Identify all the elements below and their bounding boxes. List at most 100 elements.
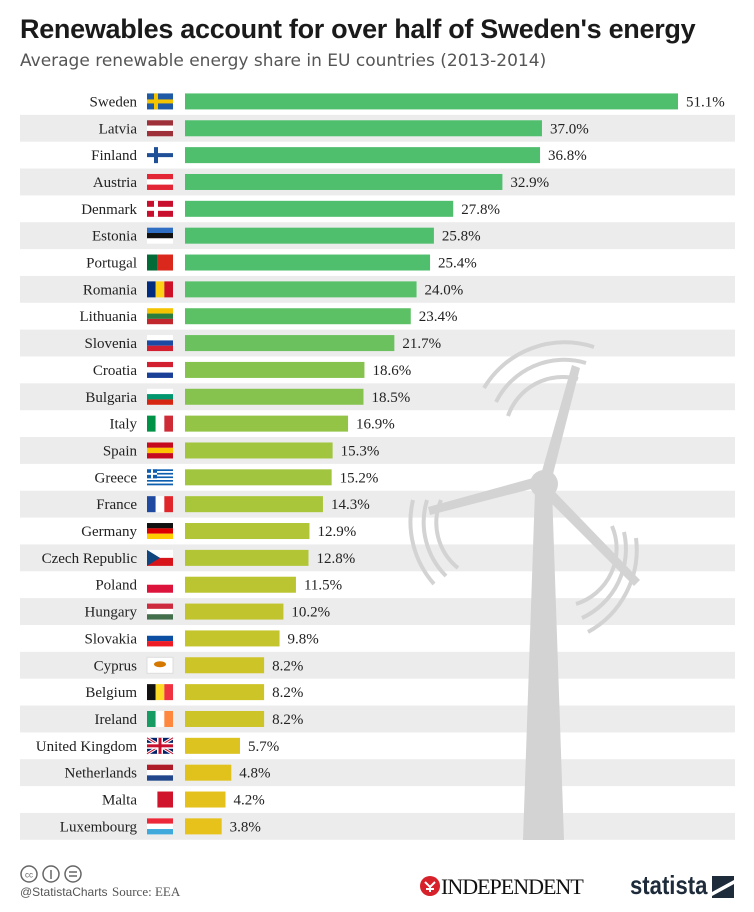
bar — [185, 603, 284, 620]
flag-ee-icon — [147, 227, 173, 244]
data-label: 8.2% — [272, 658, 303, 674]
bar — [185, 657, 265, 674]
flag-cz-icon — [147, 549, 173, 566]
bar — [185, 576, 296, 593]
flag-cy-icon — [146, 656, 174, 674]
bar — [185, 147, 541, 164]
row-stripe — [20, 490, 735, 518]
bar-row: Austria 32.9% — [93, 173, 549, 191]
category-label: Romania — [83, 282, 137, 298]
bar — [185, 415, 349, 432]
data-label: 12.9% — [317, 524, 356, 540]
independent-logo: INDEPENDENT — [441, 874, 584, 899]
bar-row: United Kingdom 5.7% — [36, 736, 279, 756]
bar — [185, 684, 265, 701]
data-label: 5.7% — [248, 739, 279, 755]
bar — [185, 173, 503, 190]
category-label: Ireland — [95, 712, 138, 728]
flag-hu-icon — [147, 603, 173, 620]
data-label: 12.8% — [316, 551, 355, 567]
bar-row: Denmark 27.8% — [81, 200, 500, 218]
bar-row: Italy 16.9% — [110, 415, 395, 433]
row-stripe — [20, 651, 735, 679]
bar — [185, 818, 222, 835]
bar-row: Portugal 25.4% — [86, 254, 477, 272]
chart-subtitle: Average renewable energy share in EU cou… — [20, 51, 547, 71]
bar — [185, 281, 417, 298]
row-stripe — [20, 437, 735, 464]
data-label: 37.0% — [550, 121, 589, 137]
bar-row: Latvia 37.0% — [99, 120, 589, 137]
bar-row: Spain 15.3% — [103, 442, 380, 459]
category-label: Austria — [93, 175, 138, 191]
bar-row: Finland 36.8% — [91, 147, 587, 164]
bar — [185, 737, 240, 754]
bar-row: Lithuania 23.4% — [80, 308, 458, 325]
category-label: Finland — [91, 148, 137, 164]
flag-ie-icon — [147, 710, 173, 727]
data-label: 10.2% — [291, 605, 330, 621]
bar-row: Slovakia 9.8% — [85, 630, 319, 647]
category-label: Slovakia — [85, 631, 138, 647]
data-label: 15.3% — [341, 443, 380, 459]
category-label: Denmark — [81, 202, 137, 218]
flag-pl-icon — [147, 576, 173, 593]
bar-row: Greece 15.2% — [95, 469, 378, 486]
source-note: Source: EEA — [112, 884, 181, 899]
flag-fr-icon — [147, 496, 173, 513]
data-label: 18.6% — [372, 363, 411, 379]
flag-es-icon — [147, 442, 173, 459]
row-stripe — [20, 759, 735, 787]
flag-gb-icon — [146, 736, 174, 756]
flag-hr-icon — [147, 361, 173, 378]
category-label: United Kingdom — [36, 739, 138, 755]
bar-row: Croatia 18.6% — [93, 361, 411, 379]
data-label: 14.3% — [331, 497, 370, 513]
flag-dk-icon — [147, 200, 173, 217]
flag-nl-icon — [147, 764, 173, 781]
bar — [185, 308, 411, 325]
category-label: Croatia — [93, 363, 137, 379]
bar — [185, 388, 364, 405]
bar — [185, 120, 542, 137]
bar — [185, 710, 265, 727]
bar-row: Hungary 10.2% — [85, 603, 330, 621]
flag-pt-icon — [147, 254, 173, 271]
data-label: 36.8% — [548, 148, 587, 164]
category-label: Luxembourg — [60, 819, 138, 835]
bar — [185, 254, 431, 271]
category-label: Italy — [110, 417, 138, 433]
data-label: 32.9% — [510, 175, 549, 191]
flag-ro-icon — [147, 281, 173, 298]
svg-text:cc: cc — [25, 871, 33, 880]
data-label: 4.8% — [239, 766, 270, 782]
flag-bg-icon — [147, 388, 173, 405]
category-label: Sweden — [90, 94, 138, 110]
bar — [185, 227, 434, 244]
bar-row: Cyprus 8.2% — [94, 656, 303, 674]
bar — [185, 200, 454, 217]
data-label: 21.7% — [402, 336, 441, 352]
bar-row: Romania 24.0% — [83, 281, 463, 298]
bar — [185, 469, 332, 486]
category-label: Germany — [81, 524, 137, 540]
bar — [185, 791, 226, 808]
data-label: 3.8% — [230, 819, 261, 835]
bar-row: Luxembourg 3.8% — [60, 818, 261, 835]
bar-row: Netherlands 4.8% — [65, 764, 271, 782]
flag-be-icon — [147, 684, 173, 701]
flag-lv-icon — [147, 120, 173, 137]
data-label: 16.9% — [356, 417, 395, 433]
bar-row: Belgium 8.2% — [85, 684, 303, 701]
by-icon — [42, 865, 60, 883]
category-label: Spain — [103, 443, 138, 459]
category-label: Cyprus — [94, 658, 138, 674]
bar — [185, 361, 365, 378]
data-label: 18.5% — [371, 390, 410, 406]
flag-si-icon — [147, 335, 173, 352]
data-label: 8.2% — [272, 712, 303, 728]
category-label: Estonia — [92, 229, 137, 245]
data-label: 24.0% — [425, 282, 464, 298]
flag-lt-icon — [147, 308, 173, 325]
category-label: Portugal — [86, 256, 137, 272]
